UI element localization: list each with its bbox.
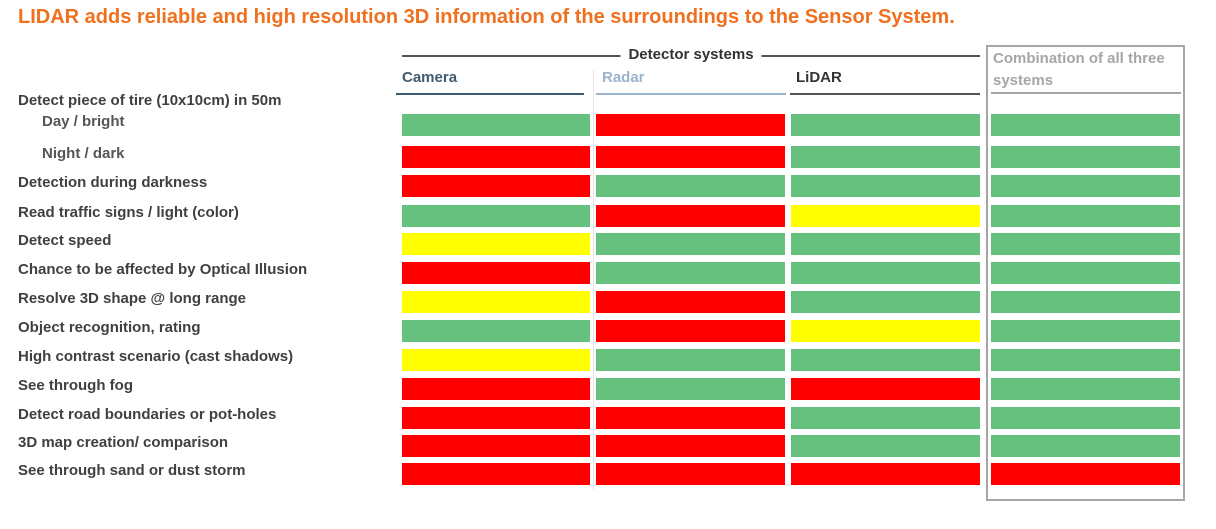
rating-cell-combo-green [991, 233, 1180, 255]
rating-cell-camera-red [402, 175, 590, 197]
rating-cell-camera-red [402, 146, 590, 168]
row-label: Detection during darkness [18, 174, 208, 191]
rating-cell-combo-green [991, 146, 1180, 168]
row-label: Chance to be affected by Optical Illusio… [18, 261, 308, 278]
rating-cell-radar-green [596, 262, 785, 284]
rating-cell-camera-green [402, 320, 590, 342]
row-label: See through sand or dust storm [18, 462, 246, 479]
rating-cell-camera-red [402, 435, 590, 457]
rating-cell-combo-green [991, 262, 1180, 284]
rating-cell-lidar-green [791, 262, 980, 284]
row-label: High contrast scenario (cast shadows) [18, 348, 294, 365]
row-group-label: Detect piece of tire (10x10cm) in 50m [18, 92, 282, 109]
rating-cell-combo-green [991, 205, 1180, 227]
combination-column-frame [986, 45, 1185, 501]
rating-cell-radar-red [596, 320, 785, 342]
rating-cell-lidar-green [791, 349, 980, 371]
rating-cell-camera-green [402, 114, 590, 136]
rating-cell-lidar-green [791, 233, 980, 255]
page-title: LIDAR adds reliable and high resolution … [18, 6, 955, 28]
rating-cell-radar-red [596, 435, 785, 457]
rating-cell-radar-green [596, 233, 785, 255]
rating-cell-lidar-red [791, 378, 980, 400]
row-label: Night / dark [42, 145, 125, 162]
rating-cell-lidar-yellow [791, 320, 980, 342]
rating-cell-camera-red [402, 262, 590, 284]
column-header-radar: Radar [596, 69, 786, 95]
column-header-camera: Camera [396, 69, 584, 95]
row-label: Day / bright [42, 113, 125, 130]
detector-systems-header: Detector systems [402, 46, 980, 66]
rating-cell-camera-yellow [402, 349, 590, 371]
row-label: See through fog [18, 377, 133, 394]
rating-cell-radar-red [596, 114, 785, 136]
rating-cell-combo-green [991, 378, 1180, 400]
rating-cell-lidar-green [791, 146, 980, 168]
rating-cell-combo-green [991, 175, 1180, 197]
rating-cell-lidar-green [791, 114, 980, 136]
row-label: 3D map creation/ comparison [18, 434, 229, 451]
rating-cell-camera-green [402, 205, 590, 227]
row-label: Resolve 3D shape @ long range [18, 290, 247, 307]
rating-cell-lidar-green [791, 175, 980, 197]
rating-cell-camera-yellow [402, 233, 590, 255]
rating-cell-radar-green [596, 349, 785, 371]
rating-cell-lidar-green [791, 291, 980, 313]
rating-cell-combo-green [991, 435, 1180, 457]
column-header-lidar: LiDAR [790, 69, 980, 95]
row-label: Object recognition, rating [18, 319, 201, 336]
row-label: Detect speed [18, 232, 112, 249]
rating-cell-lidar-red [791, 463, 980, 485]
detector-systems-label: Detector systems [620, 46, 762, 63]
column-header-combination: Combination of all three systems [991, 48, 1181, 94]
rating-cell-combo-green [991, 407, 1180, 429]
rating-cell-lidar-green [791, 435, 980, 457]
rating-cell-lidar-yellow [791, 205, 980, 227]
rating-cell-radar-red [596, 205, 785, 227]
rating-cell-radar-red [596, 463, 785, 485]
rating-cell-radar-red [596, 407, 785, 429]
rating-cell-radar-red [596, 146, 785, 168]
rating-cell-lidar-green [791, 407, 980, 429]
rating-cell-camera-red [402, 463, 590, 485]
rating-cell-camera-red [402, 378, 590, 400]
rating-cell-camera-red [402, 407, 590, 429]
rating-cell-combo-green [991, 349, 1180, 371]
rating-cell-radar-green [596, 175, 785, 197]
rating-cell-camera-yellow [402, 291, 590, 313]
rating-cell-combo-green [991, 320, 1180, 342]
rating-cell-combo-red [991, 463, 1180, 485]
row-label: Detect road boundaries or pot-holes [18, 406, 277, 423]
column-separator [593, 70, 594, 490]
rating-cell-combo-green [991, 114, 1180, 136]
row-label: Read traffic signs / light (color) [18, 204, 239, 221]
rating-cell-radar-red [596, 291, 785, 313]
rating-cell-radar-green [596, 378, 785, 400]
rating-cell-combo-green [991, 291, 1180, 313]
